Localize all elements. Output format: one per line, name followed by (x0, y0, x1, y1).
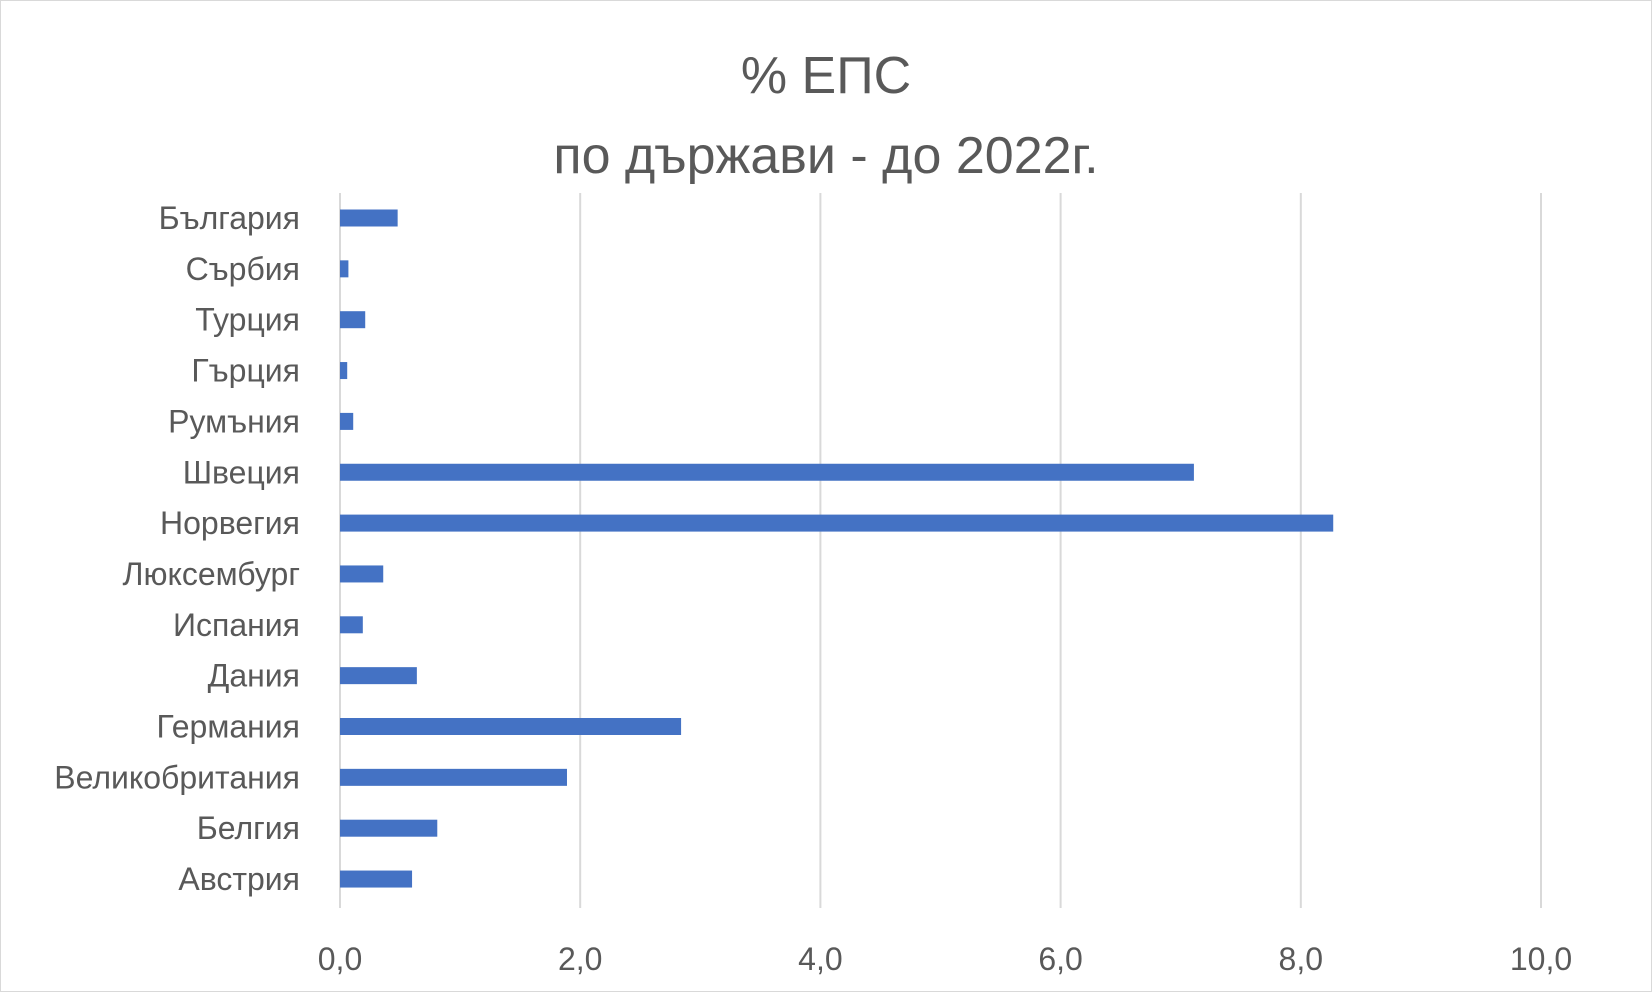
category-label: Швеция (183, 454, 300, 490)
category-label: Испания (173, 607, 300, 643)
x-tick-label: 2,0 (558, 941, 602, 977)
bar-6 (340, 514, 1334, 532)
category-label: Люксембург (122, 556, 300, 592)
bar-9 (340, 667, 417, 685)
x-tick-label: 0,0 (318, 941, 362, 977)
category-label: Белгия (197, 810, 300, 846)
bar-0 (340, 209, 398, 227)
x-tick-label: 4,0 (798, 941, 842, 977)
category-label: Дания (208, 658, 300, 694)
bar-10 (340, 718, 682, 735)
category-label: Норвегия (160, 505, 300, 541)
chart-title-line-2: по държави - до 2022г. (553, 127, 1099, 185)
category-label: Великобритания (54, 759, 300, 795)
category-labels: България Сърбия Турция Гърция Румъния Швеция Н… (54, 200, 300, 897)
x-tick-label: 8,0 (1279, 941, 1323, 977)
bar-11 (340, 768, 567, 786)
bar-7 (340, 565, 384, 583)
x-tick-labels: 0,0 2,0 4,0 6,0 8,0 10,0 (318, 941, 1572, 977)
category-label: Гърция (191, 353, 300, 389)
bar-8 (340, 616, 363, 634)
category-label: Румъния (168, 403, 300, 439)
category-label: България (159, 200, 300, 236)
bars (340, 209, 1334, 888)
category-label: Германия (157, 709, 300, 745)
category-label: Австрия (178, 861, 300, 897)
x-tick-label: 6,0 (1038, 941, 1082, 977)
gridlines (339, 193, 1542, 908)
category-label: Турция (195, 302, 300, 338)
bar-5 (340, 463, 1194, 481)
bar-2 (340, 311, 366, 329)
chart-title-line-1: % ЕПС (740, 47, 912, 105)
bar-1 (340, 260, 349, 278)
category-label: Сърбия (186, 251, 300, 287)
bar-12 (340, 819, 438, 837)
bar-3 (340, 362, 348, 380)
bar-13 (340, 870, 413, 888)
x-tick-label: 10,0 (1510, 941, 1572, 977)
bar-4 (340, 412, 354, 430)
